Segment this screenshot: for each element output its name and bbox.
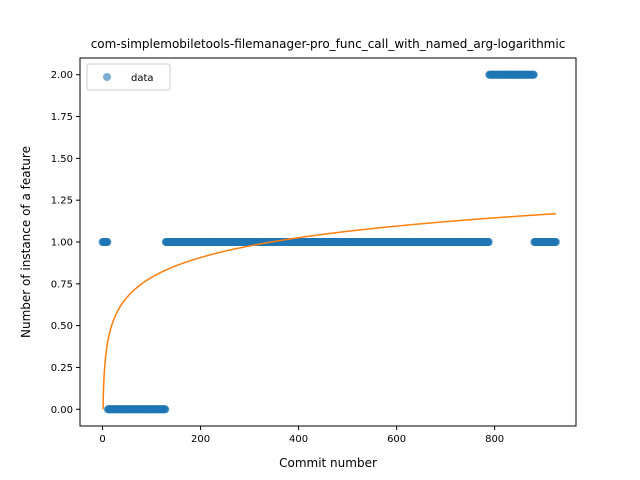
x-tick-label: 600	[387, 434, 406, 445]
legend-marker	[103, 73, 111, 81]
data-point	[161, 405, 170, 414]
data-point	[551, 238, 560, 246]
y-tick-label: 1.25	[51, 196, 73, 207]
x-tick-label: 800	[485, 434, 504, 445]
data-point	[103, 238, 112, 246]
y-axis-label: Number of instance of a feature	[19, 146, 33, 338]
data-point	[529, 70, 538, 79]
y-tick-label: 1.50	[51, 154, 73, 165]
legend-box	[86, 63, 171, 91]
y-axis: 0.00 0.25 0.50 0.75 1.00 1.25 1.50 1.75 2.00	[51, 70, 80, 416]
x-tick-label: 400	[289, 434, 308, 445]
legend: data	[86, 63, 171, 91]
data-point	[484, 238, 493, 246]
fit-line	[102, 212, 556, 410]
x-axis: 0 200 400 600 800	[99, 426, 504, 445]
y-tick-label: 2.00	[51, 70, 73, 81]
y-tick-label: 0.25	[51, 363, 73, 374]
data-series	[98, 70, 560, 414]
y-tick-label: 0.50	[51, 321, 73, 332]
plot-frame	[79, 57, 577, 427]
y-tick-label: 0.75	[51, 279, 73, 290]
x-axis-label: Commit number	[279, 456, 377, 470]
x-tick-label: 200	[191, 434, 210, 445]
y-tick-label: 0.00	[51, 405, 73, 416]
y-tick-label: 1.75	[51, 112, 73, 123]
legend-label: data	[131, 73, 154, 84]
chart-title: com-simplemobiletools-filemanager-pro_fu…	[91, 37, 566, 51]
x-tick-label: 0	[99, 434, 105, 445]
y-tick-label: 1.00	[51, 238, 73, 249]
